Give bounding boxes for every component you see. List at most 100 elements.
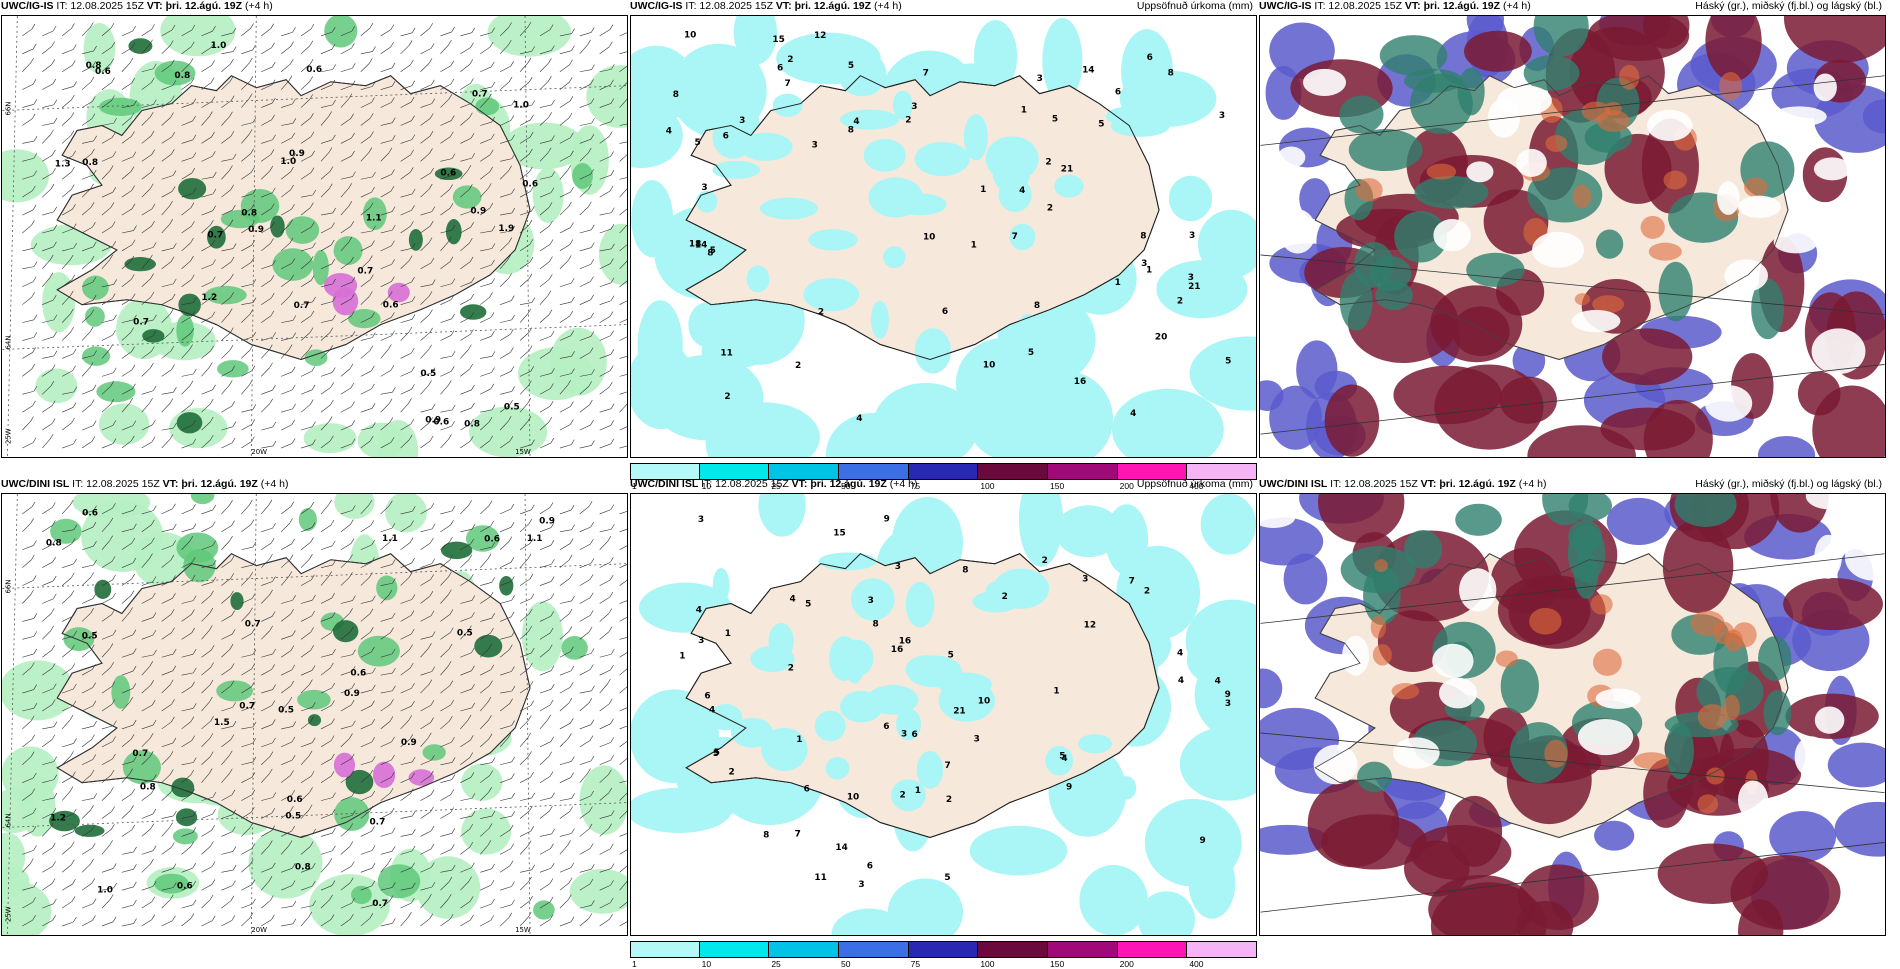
panel-r1-c0: UWC/DINI ISL IT: 12.08.2025 15Z VT: þri.… — [1, 478, 628, 936]
field-blob — [1569, 26, 1665, 119]
value-label: 3 — [1082, 574, 1088, 584]
field-blob — [1466, 161, 1494, 183]
field-blob — [1394, 211, 1448, 263]
field-blob — [1640, 215, 1665, 239]
field-blob — [1324, 384, 1380, 457]
value-label: 0.5 — [420, 369, 436, 379]
colorbar-swatch — [699, 463, 770, 480]
map-canvas: 2564312368314516785143124321811152120513… — [631, 16, 1256, 457]
field-blob — [1523, 55, 1580, 91]
value-label: 0.7 — [239, 701, 255, 711]
field-blob — [1844, 534, 1885, 581]
field-blob — [124, 257, 156, 272]
field-blob — [631, 102, 683, 169]
field-blob — [460, 304, 487, 320]
field-blob — [1265, 65, 1302, 120]
value-label: 0.9 — [470, 206, 486, 216]
field-blob — [312, 249, 329, 286]
value-label: 2 — [795, 361, 801, 371]
field-blob — [216, 680, 253, 702]
field-blob — [1078, 734, 1112, 754]
value-label: 10 — [923, 232, 935, 242]
value-label: 12 — [814, 31, 826, 41]
field-blob — [1313, 744, 1358, 785]
value-label: 11 — [814, 873, 826, 883]
value-label: 2 — [1045, 158, 1051, 168]
field-blob — [993, 568, 1050, 609]
value-label: 1 — [1053, 686, 1059, 696]
field-blob — [872, 382, 979, 457]
value-label: 8 — [673, 90, 679, 100]
field-blob — [1532, 231, 1585, 268]
field-blob — [974, 20, 1018, 93]
value-label: 0.7 — [207, 230, 223, 240]
init-time: IT: 12.08.2025 15Z — [1314, 0, 1402, 12]
value-label: 2 — [1002, 592, 1008, 602]
value-label: 0.6 — [522, 180, 538, 190]
field-blob — [1355, 178, 1383, 202]
value-label: 7 — [1012, 232, 1018, 242]
field-blob — [803, 277, 860, 312]
field-blob — [1814, 534, 1842, 579]
value-label: 3 — [1037, 74, 1043, 84]
panel-header: UWC/IG-IS IT: 12.08.2025 15Z VT: þri. 12… — [630, 0, 1257, 14]
field-blob — [1426, 163, 1457, 180]
field-blob — [1665, 722, 1694, 780]
field-blob — [440, 541, 473, 560]
field-blob — [270, 215, 285, 238]
field-blob — [712, 116, 754, 159]
field-blob — [309, 874, 390, 935]
value-label: 1.3 — [55, 160, 71, 170]
field-blob — [1604, 133, 1672, 204]
field-blob — [1648, 242, 1682, 261]
value-label: 1.0 — [211, 41, 227, 51]
field-blob — [1260, 668, 1283, 709]
valid-time: VT: þri. 12.ágú. 19Z — [162, 478, 258, 490]
value-labels: 2314532463161411945723151686953104216437… — [679, 515, 1231, 890]
value-label: 1.5 — [214, 718, 230, 728]
field-blob — [1404, 68, 1463, 93]
field-blob — [696, 190, 718, 213]
value-label: 0.6 — [82, 509, 98, 519]
field-blob — [1179, 726, 1256, 801]
colorbar-tick: 100 — [980, 959, 995, 969]
field-blob — [1811, 328, 1866, 375]
value-label: 5 — [1052, 115, 1058, 125]
value-label: 1 — [915, 786, 921, 796]
field-blob — [434, 167, 463, 181]
field-blob — [829, 636, 860, 681]
field-blob — [839, 109, 899, 130]
value-label: 18 — [689, 240, 701, 250]
field-blob — [111, 675, 131, 709]
field-blob — [376, 575, 398, 601]
value-label: 1 — [796, 735, 802, 745]
field-blob — [128, 38, 153, 54]
field-blob — [1374, 559, 1388, 573]
field-blob — [1509, 722, 1568, 784]
value-label: 2 — [787, 55, 793, 65]
field-blob — [1663, 170, 1687, 190]
field-blob — [1834, 894, 1883, 935]
value-label: 21 — [1188, 282, 1200, 292]
panel-header: UWC/DINI ISL IT: 12.08.2025 15Z VT: þri.… — [630, 476, 1257, 492]
field-blob — [204, 285, 247, 305]
field-blob — [1455, 503, 1502, 536]
field-blob — [176, 314, 194, 347]
field-blob — [1018, 494, 1064, 567]
value-label: 15 — [772, 35, 784, 45]
colorbar-swatch — [908, 463, 979, 480]
field-blob — [825, 756, 850, 780]
field-blob — [1697, 794, 1719, 814]
value-label: 1.2 — [201, 293, 217, 303]
value-label: 0.9 — [539, 516, 555, 526]
field-blob — [82, 275, 109, 300]
field-blob — [1592, 295, 1625, 314]
value-label: 6 — [883, 722, 889, 732]
field-blob — [377, 419, 419, 457]
field-blob — [1572, 184, 1592, 209]
field-blob — [1045, 745, 1074, 776]
value-label: 0.6 — [350, 668, 366, 678]
value-label: 4 — [853, 117, 859, 127]
field-blob — [1054, 505, 1122, 558]
